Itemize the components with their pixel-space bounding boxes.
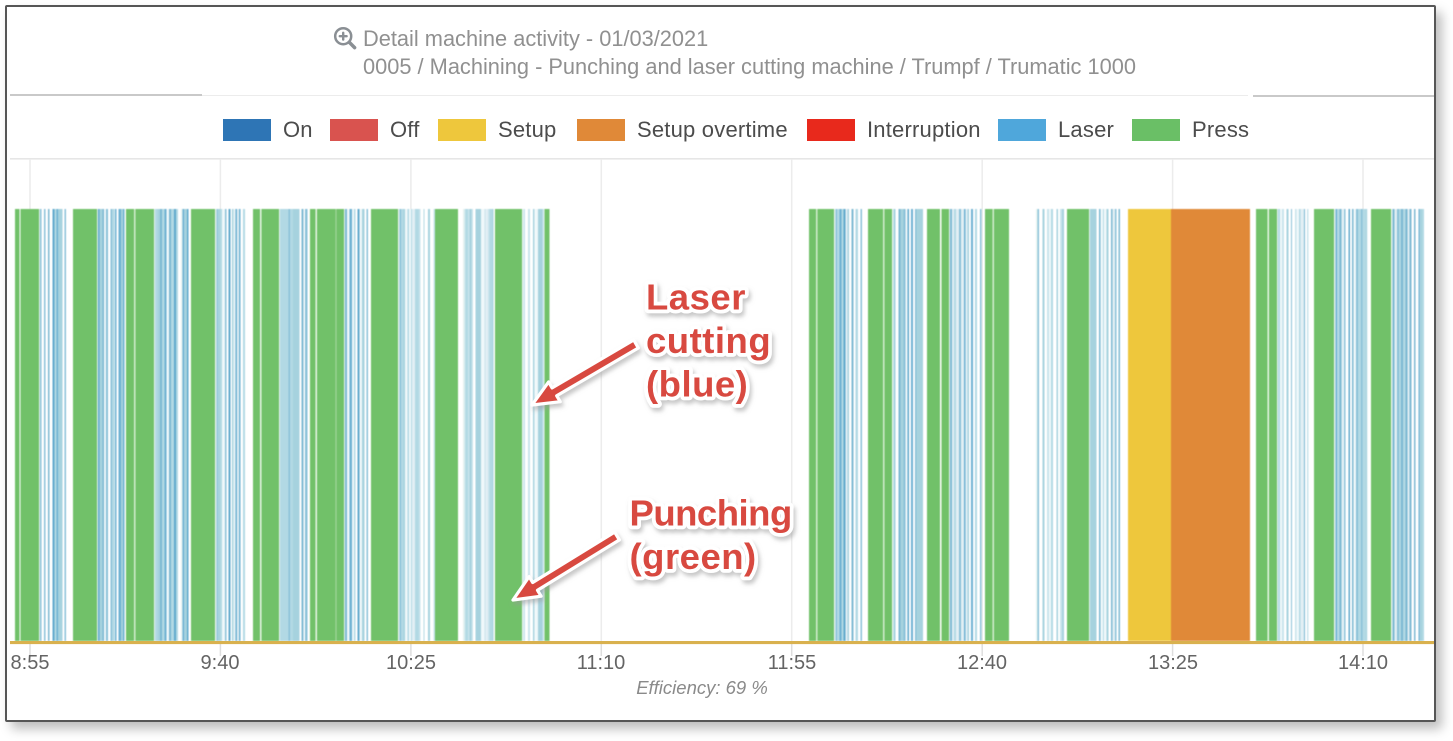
svg-text:Laser: Laser (646, 277, 746, 318)
svg-text:cutting: cutting (646, 320, 771, 361)
svg-text:Punching: Punching (630, 493, 792, 534)
svg-text:(blue): (blue) (646, 364, 748, 405)
svg-text:(green): (green) (630, 536, 757, 577)
